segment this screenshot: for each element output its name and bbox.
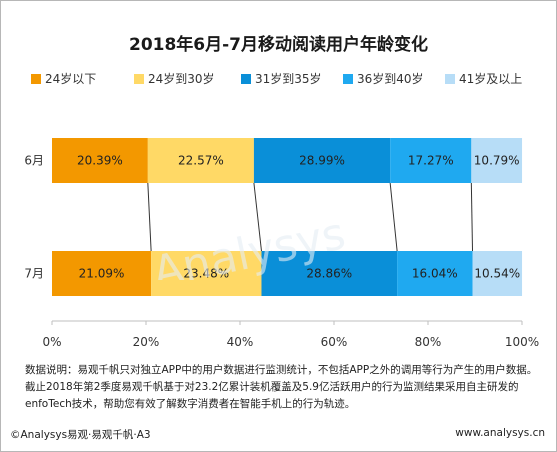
data-label: 28.86% [306,267,352,281]
note-line-2: 截止2018年第2季度易观千帆基于对23.2亿累计装机覆盖及5.9亿活跃用户的行… [25,381,519,393]
bar-segment [253,138,391,183]
legend-swatch [445,73,455,84]
legend-swatch [134,73,144,84]
data-label: 21.09% [79,267,125,281]
bar-segment [472,251,523,296]
data-label: 28.99% [299,154,345,168]
legend-label: 24岁以下 [45,72,97,86]
legend-label: 24岁到30岁 [148,72,215,86]
legend-item: 41岁及以上 [445,70,545,87]
legend-item: 24岁到30岁 [134,70,241,87]
chart-legend: 24岁以下 24岁到30岁 31岁到35岁 36岁到40岁 41岁及以上 [31,70,545,87]
bar-segment [52,138,148,183]
legend-swatch [241,73,251,84]
chart-title: 2018年6月-7月移动阅读用户年龄变化 [128,35,429,55]
data-label: 16.04% [412,267,458,281]
note-line-1: 数据说明：易观千帆只对独立APP中的用户数据进行监测统计，不包括APP之外的调用… [25,364,538,376]
footer-source: ©Analysys易观·易观千帆·A3 [10,429,151,441]
legend-label: 31岁到35岁 [255,72,322,86]
x-tick-label: 40% [227,335,254,349]
bar-segment [397,251,473,296]
category-label: 6月 [24,154,44,168]
x-tick-label: 60% [321,335,348,349]
legend-swatch [31,73,41,84]
bar-segment [147,138,254,183]
legend-item: 31岁到35岁 [241,70,343,87]
data-label: 17.27% [408,154,454,168]
bar-segment [52,251,152,296]
data-label: 20.39% [77,154,123,168]
x-tick-label: 80% [415,335,442,349]
data-label: 23.48% [183,267,229,281]
legend-label: 36岁到40岁 [357,72,424,86]
data-label: 10.54% [474,267,520,281]
note-line-3: enfoTech技术，帮助您有效了解数字消费者在智能手机上的行为轨迹。 [25,398,356,410]
footer-website: www.analysys.cn [455,427,545,439]
bar-segment [151,251,262,296]
connector-line [253,182,262,252]
bar-segment [390,138,472,183]
legend-label: 41岁及以上 [459,72,523,86]
data-label: 10.79% [474,154,520,168]
legend-item: 24岁以下 [31,70,134,87]
category-label: 7月 [24,267,44,281]
x-tick-label: 20% [133,335,160,349]
connector-line [389,182,398,252]
legend-swatch [343,73,353,84]
x-tick-label: 100% [505,335,539,349]
connector-line [147,182,152,252]
x-tick-label: 0% [42,335,61,349]
data-label: 22.57% [178,154,224,168]
connector-line [470,182,474,252]
data-note: 数据说明：易观千帆只对独立APP中的用户数据进行监测统计，不包括APP之外的调用… [25,362,545,413]
bar-segment [261,251,398,296]
bar-segment [471,138,523,183]
legend-item: 36岁到40岁 [343,70,445,87]
